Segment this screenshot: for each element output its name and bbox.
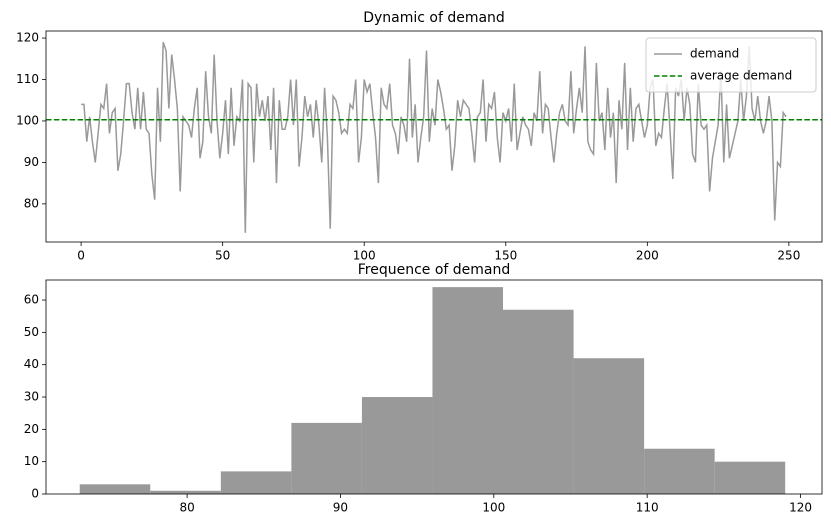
legend-label: average demand — [690, 69, 792, 83]
x-tick-label: 0 — [77, 249, 85, 263]
y-tick-label: 80 — [24, 196, 39, 210]
y-tick-label: 120 — [16, 31, 39, 45]
hist-bar — [503, 309, 574, 494]
hist-bar — [432, 287, 504, 494]
x-tick-label: 50 — [215, 249, 230, 263]
y-tick-label: 40 — [24, 357, 39, 371]
hist-bar — [79, 484, 151, 494]
x-tick-label: 110 — [636, 501, 659, 515]
y-tick-label: 110 — [16, 72, 39, 86]
y-tick-label: 90 — [24, 155, 39, 169]
demand-line — [81, 41, 787, 233]
x-tick-label: 100 — [353, 249, 376, 263]
axes-frame — [45, 279, 823, 495]
y-tick-label: 60 — [24, 293, 39, 307]
x-tick-label: 80 — [179, 501, 194, 515]
hist-bar — [361, 397, 433, 494]
y-tick-label: 100 — [16, 113, 39, 127]
x-tick-label: 90 — [333, 501, 348, 515]
hist-bar — [573, 358, 645, 494]
y-tick-label: 0 — [31, 487, 39, 501]
y-tick-label: 20 — [24, 422, 39, 436]
x-tick-label: 250 — [777, 249, 800, 263]
y-tick-label: 30 — [24, 390, 39, 404]
legend-box — [645, 37, 817, 93]
hist-bar — [220, 471, 292, 494]
x-tick-label: 120 — [789, 501, 812, 515]
axes-frame — [45, 30, 823, 243]
x-tick-label: 100 — [482, 501, 505, 515]
hist-bar — [150, 490, 221, 494]
hist-bar — [714, 461, 786, 494]
hist-bar — [644, 448, 715, 494]
y-tick-label: 50 — [24, 325, 39, 339]
hist-bar — [291, 422, 362, 494]
y-tick-label: 10 — [24, 454, 39, 468]
x-tick-label: 150 — [494, 249, 517, 263]
chart-title: Dynamic of demand — [363, 10, 505, 26]
legend-label: demand — [690, 47, 739, 61]
legend: demand average demand — [645, 37, 817, 93]
x-tick-label: 200 — [636, 249, 659, 263]
chart-title: Frequence of demand — [358, 262, 511, 278]
